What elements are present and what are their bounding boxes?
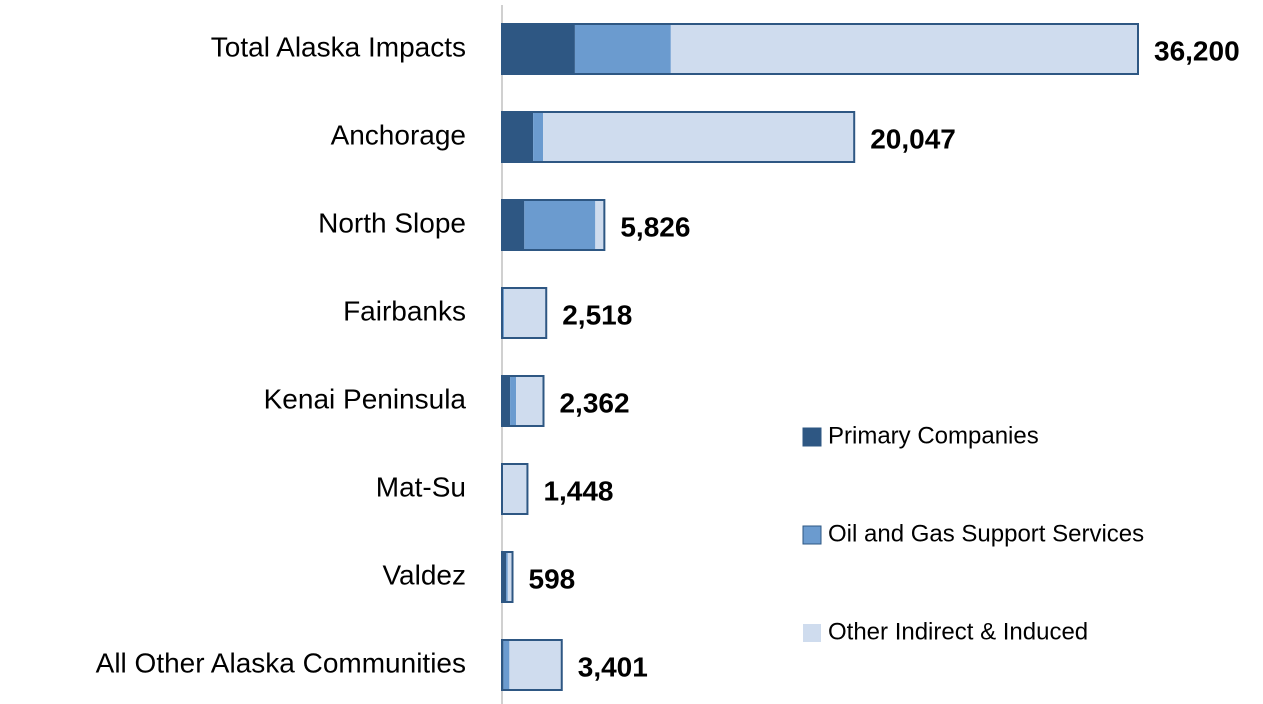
bar-segment: [503, 464, 528, 514]
bar-segment: [533, 112, 544, 162]
bar-segment: [595, 200, 605, 250]
category-label: Mat-Su: [376, 471, 466, 502]
bar-segment: [516, 376, 544, 426]
category-label: Anchorage: [331, 119, 466, 150]
category-label: North Slope: [318, 207, 466, 238]
bar-outline: [501, 639, 563, 691]
bar-segment: [670, 24, 1138, 74]
total-label: 2,362: [559, 387, 629, 418]
legend-label: Other Indirect & Induced: [828, 618, 1088, 645]
total-label: 20,047: [870, 123, 956, 154]
bar-segment: [504, 288, 547, 338]
category-label: Total Alaska Impacts: [211, 31, 466, 62]
total-label: 1,448: [543, 475, 613, 506]
bar-segment: [502, 112, 534, 162]
bar-segment: [503, 640, 510, 690]
category-label: Kenai Peninsula: [264, 383, 467, 414]
bar-segment: [503, 288, 505, 338]
bar-segment: [502, 24, 575, 74]
legend-swatch: [803, 624, 821, 642]
category-label: All Other Alaska Communities: [96, 647, 466, 678]
bar-segment: [507, 552, 513, 602]
category-label: Valdez: [382, 559, 466, 590]
legend-swatch: [802, 427, 822, 447]
total-label: 3,401: [578, 651, 648, 682]
bar-outline: [501, 199, 606, 251]
legend-swatch: [802, 525, 822, 545]
bar-segment: [502, 376, 511, 426]
bar-segment: [509, 640, 562, 690]
bar-segment: [506, 552, 508, 602]
bar-segment: [502, 552, 507, 602]
category-label: Fairbanks: [343, 295, 466, 326]
total-label: 598: [529, 563, 576, 594]
bar-segment: [510, 376, 517, 426]
bar-outline: [501, 551, 514, 603]
total-label: 2,518: [562, 299, 632, 330]
bar-outline: [501, 375, 545, 427]
bar-outline: [501, 287, 548, 339]
bar-outline: [501, 463, 529, 515]
bar-segment: [524, 200, 596, 250]
bar-segment: [543, 112, 855, 162]
bar-segment: [574, 24, 671, 74]
total-label: 5,826: [620, 211, 690, 242]
bar-outline: [501, 23, 1139, 75]
legend-label: Oil and Gas Support Services: [828, 520, 1144, 547]
bar-segment: [502, 200, 525, 250]
legend-label: Primary Companies: [828, 422, 1039, 449]
total-label: 36,200: [1154, 35, 1240, 66]
bar-outline: [501, 111, 856, 163]
